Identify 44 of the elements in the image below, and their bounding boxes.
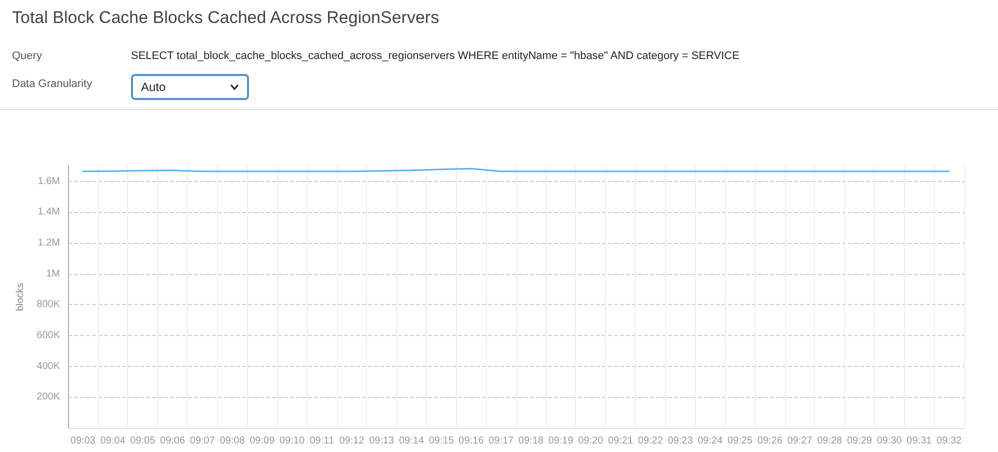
x-tick-label: 09:04 <box>100 436 126 446</box>
x-tick-label: 09:08 <box>220 436 246 446</box>
x-tick-label: 09:22 <box>638 436 664 446</box>
x-tick-label: 09:19 <box>548 436 574 446</box>
text: Data Granularity <box>12 78 92 90</box>
x-tick-label: 09:28 <box>817 436 843 446</box>
y-tick-label: 800K <box>36 299 60 310</box>
x-tick-label: 09:21 <box>608 436 634 446</box>
x-tick-label: 09:29 <box>846 436 872 446</box>
x-tick-label: 09:15 <box>428 436 454 446</box>
x-tick-label: 09:14 <box>398 436 424 446</box>
x-tick-label: 09:07 <box>190 436 216 446</box>
x-tick-label: 09:17 <box>488 436 514 446</box>
x-tick-label: 09:31 <box>906 436 932 446</box>
x-tick-label: 09:20 <box>578 436 604 446</box>
x-tick-label: 09:24 <box>698 436 724 446</box>
x-tick-label: 09:06 <box>160 436 186 446</box>
y-tick-label: 1M <box>46 268 60 280</box>
x-tick-label: 09:03 <box>70 436 96 446</box>
x-tick-label: 09:11 <box>310 436 334 446</box>
x-tick-label: 09:13 <box>369 436 395 446</box>
x-tick-label: 09:05 <box>130 436 156 446</box>
x-tick-label: 09:12 <box>339 436 365 446</box>
x-tick-label: 09:27 <box>787 436 813 446</box>
chart-title: Total Block Cache Blocks Cached Across RegionServers <box>12 8 440 28</box>
x-tick-label: 09:10 <box>279 436 305 446</box>
x-tick-label: 09:23 <box>668 436 694 446</box>
x-tick-label: 09:09 <box>250 436 276 446</box>
y-tick-label: 1.4M <box>38 206 60 218</box>
x-tick-label: 09:30 <box>876 436 902 446</box>
x-tick-label: 09:25 <box>727 436 753 446</box>
y-tick-label: 600K <box>36 330 60 342</box>
dropdown: Auto <box>131 74 249 100</box>
y-tick-label: 1.6M <box>38 176 60 187</box>
x-tick-label: 09:32 <box>936 436 962 446</box>
x-tick-label: 09:26 <box>757 436 783 446</box>
text: SELECT total_block_cache_blocks_cached_across_regionservers WHERE entityName = "hbase" AND category = SERVICE <box>131 50 740 62</box>
y-tick-label: 200K <box>36 392 60 403</box>
text: Query <box>12 50 42 62</box>
y-axis-title: blocks <box>15 282 26 312</box>
y-tick-label: 1.2M <box>38 238 60 249</box>
x-tick-label: 09:18 <box>518 436 544 446</box>
x-tick-label: 09:16 <box>458 436 484 446</box>
y-tick-label: 400K <box>36 360 60 372</box>
